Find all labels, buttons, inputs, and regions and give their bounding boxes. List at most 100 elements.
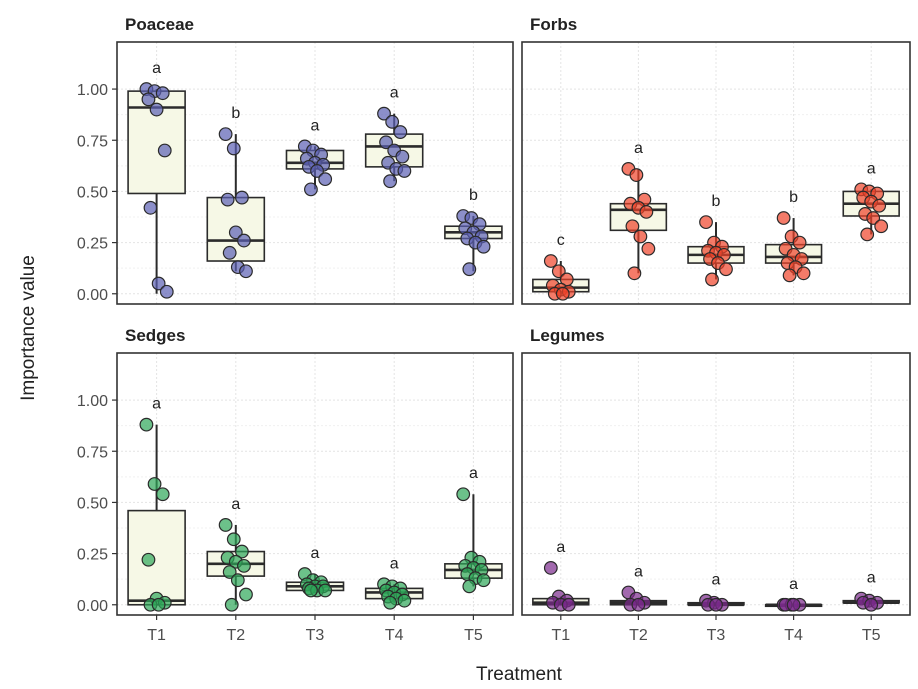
data-point [561, 597, 576, 612]
significance-letter: a [634, 563, 643, 580]
data-point [866, 211, 881, 225]
data-point [476, 573, 491, 588]
significance-letter: b [712, 193, 721, 210]
data-point [719, 262, 733, 277]
data-point [149, 102, 164, 117]
panel-background [522, 353, 910, 615]
data-point [235, 544, 249, 559]
data-point [462, 579, 477, 594]
data-point [383, 174, 398, 189]
data-point [228, 225, 243, 240]
x-tick-label: T1 [551, 627, 570, 644]
data-point [776, 211, 791, 225]
significance-letter: b [789, 189, 798, 206]
data-point [397, 164, 412, 178]
panel-title: Legumes [530, 326, 605, 345]
data-point [796, 266, 811, 281]
data-point [786, 597, 801, 612]
data-point [237, 233, 251, 248]
data-point [239, 264, 253, 279]
data-point [235, 190, 249, 205]
data-point [709, 597, 723, 612]
data-point [874, 219, 889, 234]
data-point [151, 276, 166, 291]
panel-title: Forbs [530, 15, 577, 34]
data-point [639, 204, 654, 219]
y-tick-label: 1.00 [77, 393, 108, 410]
significance-letter: a [634, 140, 643, 157]
y-tick-label: 0.75 [77, 444, 108, 461]
significance-letter: a [789, 576, 798, 593]
y-tick-label: 0.00 [77, 287, 108, 304]
data-point [555, 286, 570, 301]
data-point [157, 143, 172, 158]
significance-letter: a [311, 545, 320, 562]
data-point [304, 583, 318, 598]
data-point [699, 215, 713, 230]
y-tick-label: 0.00 [77, 598, 108, 615]
data-point [230, 573, 245, 588]
data-point [860, 227, 875, 242]
data-point [218, 127, 233, 142]
data-point [551, 264, 566, 279]
data-point [625, 219, 640, 234]
data-point [155, 487, 170, 502]
box-iqr [127, 509, 186, 606]
panel-poaceae: Poaceae a b a a b 0.00 0.25 0.50 0.75 1.00 [77, 15, 514, 305]
data-point [224, 597, 239, 612]
panel-border [116, 41, 514, 305]
data-point [318, 583, 333, 598]
significance-letter: a [390, 555, 399, 572]
data-point [226, 532, 241, 547]
data-point [395, 149, 410, 164]
data-point [141, 92, 156, 107]
data-point [627, 266, 642, 281]
data-point [705, 272, 719, 287]
y-tick-label: 0.50 [77, 184, 108, 201]
significance-letter: a [311, 117, 320, 134]
data-point [310, 164, 324, 178]
y-axis-title: Importance value [18, 255, 39, 401]
y-tick-label: 0.25 [77, 236, 108, 253]
panel-title: Poaceae [125, 15, 194, 34]
panel-sedges: Sedges a a a a a 0.00 0.25 0.50 0.75 1.00 T1 T2 T3 T4 T… [77, 326, 514, 644]
panels-layer: Poaceae a b a a b 0.00 0.25 0.50 0.75 1.00 Forbs c a b… [77, 15, 911, 644]
y-tick-label: 0.50 [77, 495, 108, 512]
data-point [159, 284, 174, 299]
data-point [377, 106, 391, 121]
x-tick-label: T3 [707, 627, 726, 644]
x-tick-label: T5 [464, 627, 483, 644]
significance-letter: a [390, 85, 399, 102]
data-point [633, 229, 648, 244]
significance-letter: c [557, 232, 565, 249]
data-point [383, 595, 398, 610]
data-point [629, 168, 644, 182]
significance-letter: a [152, 396, 161, 413]
panel-title: Sedges [125, 326, 185, 345]
y-tick-label: 1.00 [77, 82, 108, 99]
significance-letter: a [231, 496, 240, 513]
data-point [543, 561, 558, 575]
significance-letter: a [867, 570, 876, 587]
data-point [155, 86, 170, 101]
y-tick-label: 0.75 [77, 133, 108, 150]
x-tick-label: T3 [306, 627, 325, 644]
data-point [397, 593, 412, 608]
data-point [151, 597, 166, 612]
panel-forbs: Forbs c a b b a [521, 15, 911, 305]
x-tick-label: T2 [629, 627, 648, 644]
data-point [864, 597, 879, 612]
data-point [239, 587, 253, 602]
data-point [462, 262, 477, 277]
data-point [476, 239, 491, 254]
significance-letter: a [712, 572, 721, 589]
data-point [872, 198, 887, 213]
x-tick-label: T4 [784, 627, 803, 644]
data-point [456, 487, 471, 502]
data-point [237, 558, 251, 573]
significance-letter: a [867, 160, 876, 177]
significance-letter: a [556, 539, 565, 556]
data-point [139, 417, 154, 432]
data-point [792, 235, 807, 250]
data-point [220, 192, 235, 207]
